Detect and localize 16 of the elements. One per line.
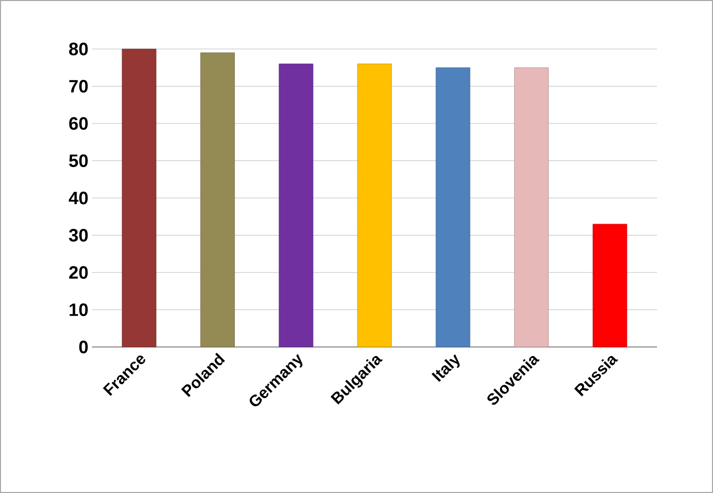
y-tick-label: 0 <box>79 340 88 354</box>
y-tick-label: 80 <box>69 42 88 56</box>
y-tick-label: 70 <box>69 80 88 93</box>
y-tick-label: 30 <box>68 228 88 242</box>
bar <box>436 67 470 348</box>
bar <box>122 48 156 348</box>
bar <box>357 64 392 348</box>
y-tick-label: 10 <box>70 303 88 316</box>
y-tick-label: 50 <box>69 154 88 168</box>
bar <box>278 64 314 348</box>
bar <box>200 52 235 348</box>
bar <box>514 67 549 348</box>
y-tick-label: 40 <box>68 192 88 204</box>
y-tick-label: 60 <box>69 117 88 130</box>
y-tick-label: 20 <box>69 266 88 279</box>
bar <box>592 224 628 348</box>
